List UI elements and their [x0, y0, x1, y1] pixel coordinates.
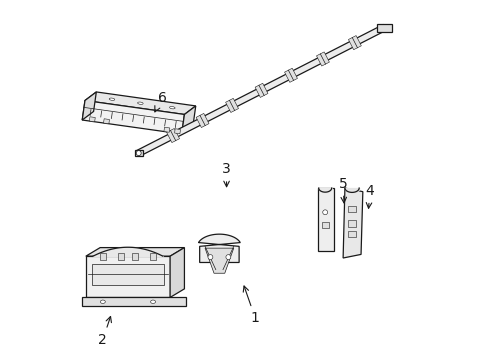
Polygon shape: [85, 256, 170, 297]
Polygon shape: [135, 150, 142, 156]
Polygon shape: [347, 220, 356, 226]
Polygon shape: [174, 129, 180, 134]
Text: 2: 2: [98, 316, 111, 347]
Polygon shape: [207, 255, 212, 260]
Polygon shape: [137, 102, 143, 104]
Polygon shape: [92, 264, 163, 284]
Text: 1: 1: [243, 286, 259, 325]
Polygon shape: [347, 206, 356, 212]
Polygon shape: [347, 231, 356, 237]
Text: 4: 4: [365, 184, 374, 208]
Polygon shape: [204, 248, 233, 273]
Polygon shape: [150, 253, 156, 260]
Polygon shape: [82, 100, 184, 134]
Polygon shape: [166, 129, 179, 143]
Polygon shape: [136, 150, 141, 156]
Polygon shape: [225, 98, 238, 112]
Polygon shape: [137, 25, 385, 156]
Polygon shape: [85, 248, 184, 256]
Polygon shape: [316, 52, 329, 66]
Text: 5: 5: [338, 177, 347, 203]
Text: 3: 3: [222, 162, 230, 187]
Polygon shape: [255, 83, 267, 98]
Polygon shape: [132, 253, 138, 260]
Polygon shape: [321, 222, 328, 228]
Polygon shape: [198, 234, 240, 262]
Polygon shape: [317, 188, 333, 251]
Polygon shape: [170, 248, 184, 297]
Polygon shape: [109, 98, 115, 100]
Polygon shape: [348, 36, 361, 50]
Polygon shape: [85, 92, 195, 114]
Polygon shape: [225, 255, 230, 260]
Polygon shape: [103, 119, 109, 124]
Polygon shape: [196, 113, 208, 127]
Polygon shape: [376, 24, 391, 32]
Polygon shape: [150, 300, 155, 303]
Polygon shape: [100, 300, 105, 303]
Polygon shape: [118, 253, 123, 260]
Polygon shape: [284, 68, 297, 82]
Polygon shape: [163, 127, 169, 132]
Polygon shape: [82, 297, 186, 306]
Polygon shape: [343, 188, 362, 258]
Polygon shape: [322, 210, 327, 215]
Polygon shape: [182, 106, 195, 134]
Text: 6: 6: [155, 90, 166, 112]
Polygon shape: [82, 92, 96, 120]
Polygon shape: [100, 253, 105, 260]
Polygon shape: [169, 107, 175, 109]
Polygon shape: [89, 117, 95, 122]
